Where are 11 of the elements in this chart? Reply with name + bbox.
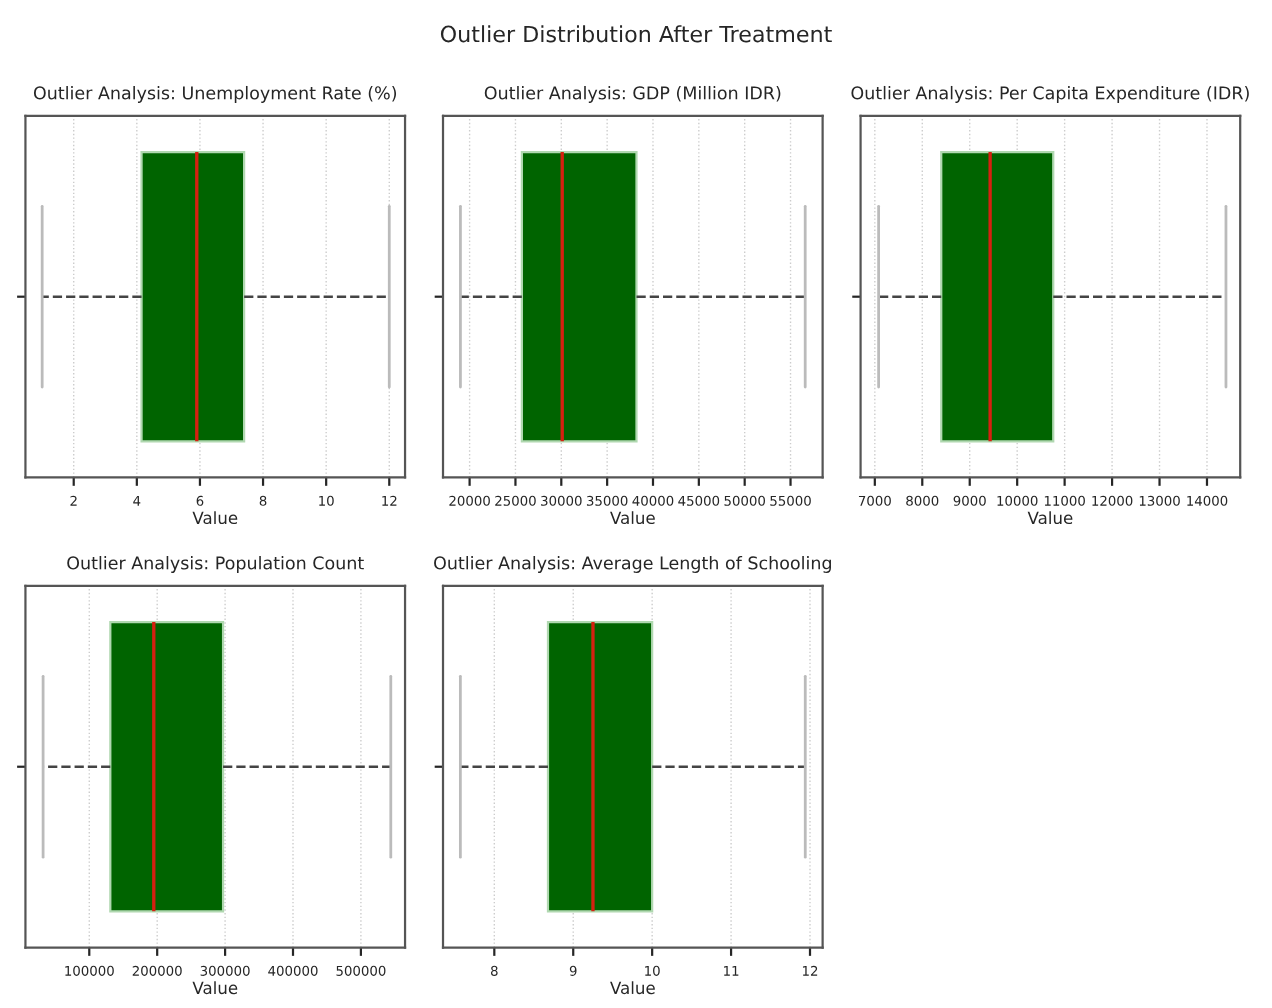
chart-title: Outlier Analysis: Unemployment Rate (%): [33, 85, 397, 103]
text: Outlier Distribution After Treatment: [440, 25, 832, 43]
x-axis-title: Value: [610, 981, 655, 995]
x-axis-title: Value: [192, 511, 238, 525]
x-axis-title: Value: [192, 981, 238, 995]
x-axis-title: Value: [610, 511, 655, 525]
chart-title: Outlier Analysis: GDP (Million IDR): [484, 85, 781, 103]
x-axis-title: Value: [1027, 511, 1073, 525]
chart-title: Outlier Analysis: Average Length of Schooling: [434, 555, 831, 573]
chart-title: Outlier Analysis: Population Count: [67, 555, 364, 573]
chart-title: Outlier Analysis: Per Capita Expenditure (IDR): [851, 85, 1249, 103]
